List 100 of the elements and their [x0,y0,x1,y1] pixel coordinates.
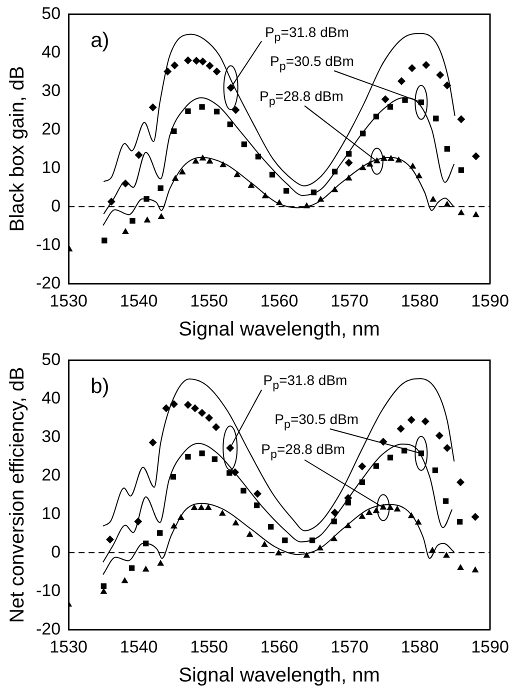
point [442,552,450,558]
point [275,549,282,556]
point [128,565,135,571]
point [387,454,394,460]
annotation: P$_{p}$=30.5 dBm [274,410,359,431]
point [170,400,178,408]
point [444,146,450,152]
y-tick-label: 20 [42,465,61,484]
point [231,468,240,476]
point [358,462,366,470]
point [122,228,129,234]
point [232,106,240,114]
point [212,423,220,432]
point [204,504,212,510]
point [198,504,205,510]
point [226,470,232,476]
point [100,583,107,589]
point [283,188,290,194]
point [102,238,108,244]
y-tick-label: 0 [51,542,61,562]
point [432,467,438,474]
point [192,158,200,164]
x-tick-label: 1530 [50,637,88,656]
point [190,504,198,510]
annotation: b) [90,375,110,398]
point [148,438,157,447]
point [170,61,179,70]
point [471,512,480,521]
annotation: a) [90,29,110,52]
point [184,56,192,64]
annotation: P$_{p}$=28.8 dBm [259,88,344,108]
x-tick-label: 1570 [330,291,368,310]
y-tick-label: 50 [42,4,61,23]
point [214,108,220,114]
point [358,512,366,519]
x-tick-label: 1540 [120,637,158,656]
x-tick-label: 1560 [260,291,298,310]
x-axis-title: Signal wavelength, nm [178,664,380,687]
point [170,522,178,528]
point [443,444,452,452]
point [435,432,444,440]
y-tick-label: -10 [36,234,61,254]
x-tick-label: 1560 [260,637,298,656]
point [366,508,373,515]
point [381,95,390,104]
point [157,560,164,566]
x-tick-label: 1570 [330,637,368,656]
point [402,97,408,103]
point [240,488,246,494]
point [414,518,422,525]
y-axis-title: Black box gain, dB [6,66,29,232]
point [134,517,142,526]
x-tick-label: 1550 [190,291,228,310]
point [442,498,449,504]
point [261,540,268,547]
point [121,180,130,188]
point [246,530,254,537]
annotation: P$_{p}$=30.5 dBm [270,53,354,73]
point [359,479,365,486]
point [421,417,430,426]
point [170,474,176,480]
point [171,128,177,134]
point [144,216,151,222]
point [241,141,247,148]
point [199,154,206,161]
point [472,566,479,572]
point [158,213,165,220]
point [276,199,283,206]
y-tick-label: -10 [36,580,61,600]
point [212,68,221,76]
point [212,456,218,462]
x-tick-label: 1590 [471,637,509,656]
point [395,156,402,162]
y-tick-label: 40 [42,42,61,62]
point [199,104,205,110]
point [433,116,439,122]
point [157,530,163,536]
point [177,514,184,520]
point [185,454,191,460]
point [309,537,316,544]
x-tick-label: 1540 [120,291,158,310]
point [106,536,114,544]
point [198,58,207,66]
point [416,172,423,178]
point [134,151,143,160]
point [396,424,405,433]
point [457,115,466,124]
point [345,174,352,181]
point [130,218,136,224]
point [428,546,436,553]
point [227,121,233,128]
point [330,508,339,517]
point [388,154,394,161]
point [162,404,170,412]
point [205,414,214,422]
point [185,108,191,114]
point [394,506,401,512]
y-tick-label: -20 [36,273,61,292]
point [143,540,149,546]
point [303,202,310,208]
